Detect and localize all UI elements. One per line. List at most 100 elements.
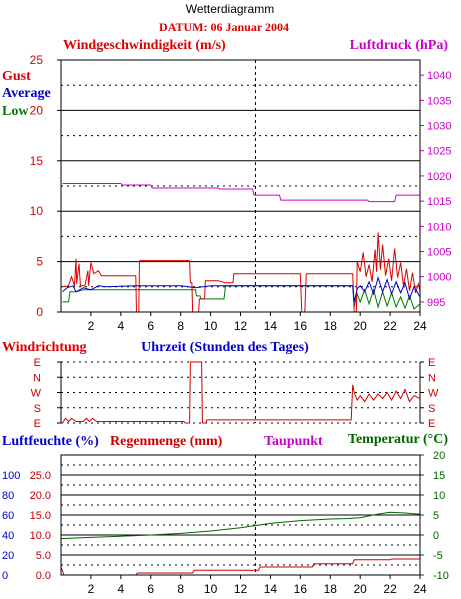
humidity-chart: Luftfeuchte (%) Regenmenge (mm) Taupunkt… — [2, 432, 449, 596]
legend-temperature: Temperatur (°C) — [348, 432, 448, 447]
legend-low: Low — [2, 104, 29, 119]
direction-y2-tick-label: N — [428, 372, 436, 384]
direction-y-tick-label: N — [33, 372, 41, 384]
direction-y2-tick-label: W — [428, 388, 439, 400]
temperature-y-tick-label: 5 — [433, 510, 439, 522]
humidity-y-tick-label: 0 — [2, 570, 8, 582]
legend-humidity: Luftfeuchte (%) — [2, 434, 99, 449]
temperature-y-tick-label: 0 — [433, 530, 439, 542]
rain-y-tick-label: 20.0 — [30, 490, 51, 502]
temperature-y-tick-label: 20 — [433, 450, 445, 462]
humidity-x-ticks: 2 4 6 8 10 12 14 16 18 20 22 24 — [88, 575, 427, 596]
pressure-y-tick-label: 1010 — [427, 221, 451, 233]
wind-y-tick-label: 20 — [30, 103, 44, 117]
humidity-y-tick-label: 80 — [2, 490, 14, 502]
wind-x-tick-label: 6 — [147, 319, 154, 333]
direction-y-ticks: E EN NW WS SE E — [31, 357, 439, 430]
low-line — [62, 285, 421, 310]
humidity-x-tick-label: 22 — [383, 582, 397, 596]
direction-grid — [60, 361, 421, 424]
direction-y-tick-label: E — [34, 357, 41, 369]
pressure-y-tick-label: 1030 — [427, 121, 451, 133]
temperature-y-tick-label: 15 — [433, 470, 445, 482]
humidity-plot-frame — [60, 454, 421, 576]
x-axis-title: Uhrzeit (Stunden des Tages) — [141, 340, 309, 355]
pressure-axis-title: Luftdruck (hPa) — [350, 38, 449, 53]
wind-x-tick-label: 12 — [234, 319, 248, 333]
pressure-y-tick-label: 1020 — [427, 171, 451, 183]
rain-y-tick-label: 25.0 — [30, 470, 51, 482]
humidity-x-tick-label: 18 — [324, 582, 338, 596]
wind-x-tick-label: 4 — [117, 319, 124, 333]
wind-y-tick-label: 15 — [30, 154, 44, 168]
wind-y-tick-label: 5 — [36, 255, 43, 269]
legend-rain: Regenmenge (mm) — [110, 434, 223, 449]
humidity-y-tick-label: 40 — [2, 530, 14, 542]
direction-line — [62, 361, 421, 424]
humidity-x-tick-label: 2 — [88, 582, 95, 596]
wind-x-tick-label: 22 — [383, 319, 397, 333]
wind-x-tick-label: 14 — [264, 319, 278, 333]
wind-x-ticks: 2 4 6 8 10 12 14 16 18 20 22 24 — [88, 312, 427, 333]
wind-y-tick-label: 25 — [30, 53, 44, 67]
direction-chart-title: Windrichtung — [2, 340, 87, 355]
direction-y-tick-label: W — [31, 388, 42, 400]
humidity-y-tick-label: 60 — [2, 510, 14, 522]
humidity-y-tick-label: 20 — [2, 550, 14, 562]
wind-series — [62, 183, 421, 313]
humidity-x-tick-label: 14 — [264, 582, 278, 596]
rain-line — [60, 558, 420, 576]
temperature-y-ticks: -10 -5 0 5 10 15 20 — [420, 450, 449, 582]
pressure-y-tick-label: 1005 — [427, 247, 451, 259]
pressure-y-tick-label: 1015 — [427, 196, 451, 208]
temperature-y-tick-label: -5 — [433, 550, 443, 562]
direction-y-tick-label: E — [34, 418, 41, 430]
pressure-y-ticks: 995 1000 1005 1010 1015 1020 1025 1030 1035 1040 — [420, 70, 451, 309]
wind-plot-frame — [60, 59, 421, 313]
wind-x-tick-label: 2 — [88, 319, 95, 333]
pressure-line — [62, 183, 420, 203]
humidity-x-tick-label: 6 — [147, 582, 154, 596]
humidity-x-tick-label: 20 — [353, 582, 367, 596]
humidity-x-tick-label: 16 — [294, 582, 308, 596]
rain-y-tick-label: 0.0 — [36, 570, 51, 582]
direction-y2-tick-label: S — [428, 403, 435, 415]
wind-y-ticks: 0 5 10 15 20 25 — [30, 53, 61, 319]
wind-y-tick-label: 10 — [30, 204, 44, 218]
humidity-y-ticks: 0 0.0 20 5.0 40 10.0 60 15.0 80 20.0 100 25.0 — [2, 470, 51, 582]
wind-x-tick-label: 10 — [204, 319, 218, 333]
legend-average: Average — [2, 86, 51, 101]
humidity-x-tick-label: 8 — [177, 582, 184, 596]
pressure-y-tick-label: 1040 — [427, 70, 451, 82]
pressure-y-tick-label: 995 — [427, 297, 445, 309]
humidity-grid — [61, 455, 420, 576]
pressure-y-tick-label: 1000 — [427, 272, 451, 284]
rain-y-tick-label: 15.0 — [30, 510, 51, 522]
temperature-y-tick-label: -10 — [433, 570, 449, 582]
legend-dewpoint: Taupunkt — [264, 434, 323, 449]
humidity-x-tick-label: 12 — [234, 582, 248, 596]
gust-line — [62, 232, 421, 313]
direction-y-tick-label: S — [34, 403, 41, 415]
humidity-series — [60, 511, 421, 576]
rain-y-tick-label: 5.0 — [36, 550, 51, 562]
temperature-y-tick-label: 10 — [433, 490, 445, 502]
wind-chart-title: Windgeschwindigkeit (m/s) — [63, 38, 226, 53]
wind-x-tick-label: 20 — [353, 319, 367, 333]
pressure-y-tick-label: 1035 — [427, 95, 451, 107]
direction-y2-tick-label: E — [428, 418, 435, 430]
wind-x-tick-label: 8 — [177, 319, 184, 333]
humidity-x-tick-label: 10 — [204, 582, 218, 596]
temperature-line — [60, 511, 421, 540]
direction-y2-tick-label: E — [428, 357, 435, 369]
wind-y-tick-label: 0 — [36, 305, 43, 319]
humidity-x-tick-label: 4 — [117, 582, 124, 596]
pressure-y-tick-label: 1025 — [427, 146, 451, 158]
date-label: DATUM: 06 Januar 2004 — [159, 20, 289, 34]
wind-x-tick-label: 24 — [413, 319, 427, 333]
direction-series — [62, 361, 421, 424]
humidity-y-tick-label: 100 — [2, 470, 20, 482]
humidity-x-tick-label: 24 — [413, 582, 427, 596]
wind-x-tick-label: 16 — [294, 319, 308, 333]
